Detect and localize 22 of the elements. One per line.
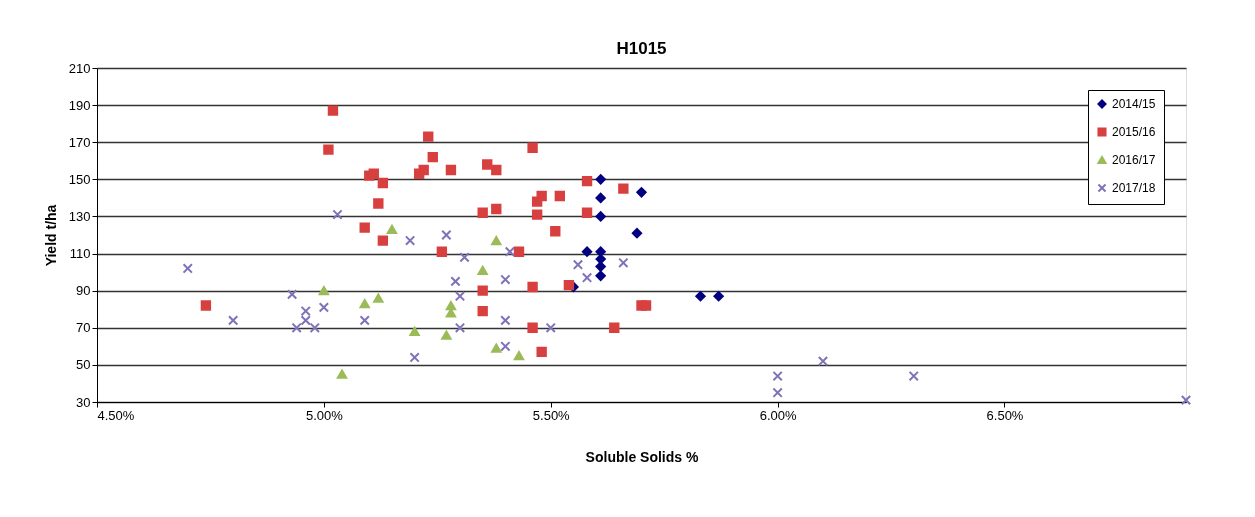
y-tick-label: 70 [76, 320, 91, 336]
legend-label: 2016/17 [1112, 153, 1156, 167]
x-tick-label: 6.00% [759, 407, 797, 423]
y-tick-label: 30 [76, 394, 91, 410]
x-tick-label: 5.50% [532, 407, 571, 423]
legend-label: 2015/16 [1112, 125, 1156, 139]
x-axis-title: Soluble Solids % [585, 448, 699, 465]
y-tick-label: 130 [68, 208, 91, 224]
y-tick-label: 190 [68, 97, 91, 113]
y-tick-label: 210 [68, 60, 91, 76]
y-tick-label: 90 [76, 283, 91, 299]
y-axis-title: Yield t/ha [42, 204, 59, 267]
chart-title: H1015 [616, 39, 667, 58]
y-tick-label: 50 [76, 357, 91, 373]
y-tick-label: 150 [68, 171, 91, 187]
y-tick-label: 170 [68, 134, 91, 150]
x-tick-label: 6.50% [986, 407, 1024, 423]
x-tick-label: 5.00% [305, 407, 344, 423]
y-tick-label: 110 [69, 246, 91, 262]
legend-label: 2014/15 [1112, 97, 1156, 111]
x-tick-label: 4.50% [97, 407, 135, 423]
legend-label: 2017/18 [1112, 181, 1156, 195]
